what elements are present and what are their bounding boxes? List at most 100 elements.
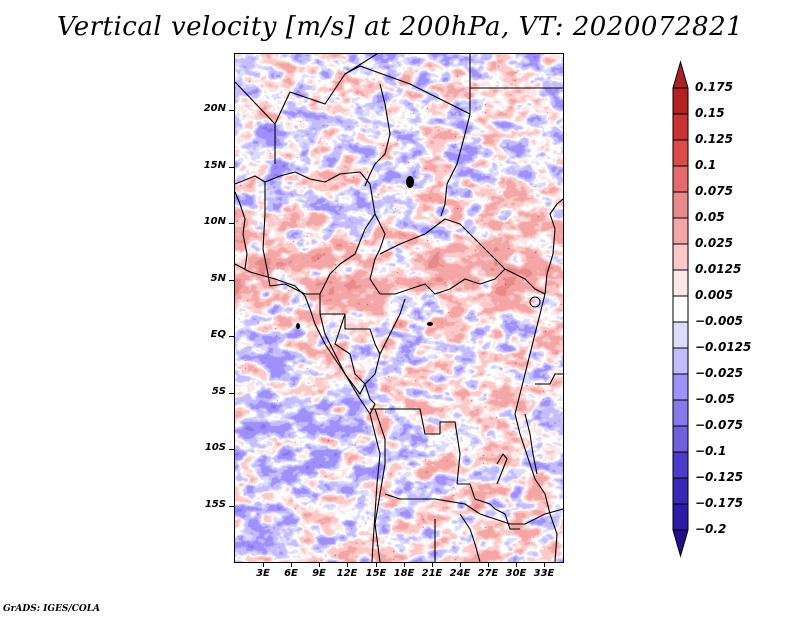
colorbar-swatch — [672, 399, 689, 427]
y-tick — [229, 336, 234, 337]
colorbar-label: 0.175 — [695, 80, 733, 94]
map-title: Vertical velocity [m/s] at 200hPa, VT: 2… — [56, 12, 744, 42]
colorbar-swatch — [672, 451, 689, 479]
colorbar-swatch — [672, 295, 689, 323]
colorbar-label: −0.125 — [695, 470, 744, 484]
colorbar-label: −0.1 — [695, 444, 727, 458]
border-line — [524, 413, 538, 475]
x-tick — [544, 562, 545, 567]
x-tick — [460, 562, 461, 567]
lake-victoria — [529, 296, 541, 308]
y-tick — [229, 506, 234, 507]
colorbar-label: 0.1 — [695, 158, 717, 172]
colorbar-swatch — [672, 503, 689, 531]
colorbar-label: −0.175 — [695, 496, 744, 510]
x-tick-label: 15E — [365, 568, 387, 579]
colorbar-swatch — [672, 139, 689, 167]
border-line — [379, 298, 406, 355]
colorbar-swatch — [672, 113, 689, 141]
border-line — [544, 198, 563, 295]
y-tick — [229, 393, 234, 394]
border-line — [235, 54, 378, 125]
colorbar-swatch — [672, 87, 689, 115]
x-tick-label: 12E — [336, 568, 358, 579]
colorbar-swatch — [672, 321, 689, 349]
border-line — [384, 493, 525, 525]
x-tick-label: 9E — [312, 568, 326, 579]
border-line — [334, 313, 381, 385]
x-tick — [432, 562, 433, 567]
border-line — [319, 313, 366, 395]
border-line — [364, 83, 391, 187]
colorbar-swatch — [672, 191, 689, 219]
border-line — [459, 513, 481, 562]
grads-credit: GrADS: IGES/COLA — [3, 604, 101, 614]
colorbar-under-arrow — [672, 529, 689, 558]
vertical-velocity-field — [235, 54, 563, 562]
lake-chad — [406, 176, 414, 188]
colorbar-label: 0.15 — [695, 106, 725, 120]
y-tick — [229, 449, 234, 450]
x-tick — [376, 562, 377, 567]
colorbar-label: 0.005 — [695, 288, 733, 302]
x-tick-label: 27E — [477, 568, 499, 579]
map-panel — [235, 54, 563, 562]
border-line — [457, 483, 520, 530]
colorbar-label: 0.075 — [695, 184, 733, 198]
colorbar-swatch — [672, 477, 689, 505]
colorbar-label: −0.0125 — [695, 340, 752, 354]
y-tick-label: 10N — [203, 216, 226, 227]
colorbar-swatch — [672, 373, 689, 401]
border-line — [524, 508, 563, 525]
colorbar-swatch — [672, 217, 689, 245]
country-borders — [235, 54, 563, 562]
border-line — [374, 408, 386, 562]
colorbar-label: −0.2 — [695, 522, 727, 536]
y-tick-label: 5N — [210, 273, 226, 284]
colorbar-label: −0.05 — [695, 392, 735, 406]
x-tick — [404, 562, 405, 567]
x-tick — [347, 562, 348, 567]
y-tick-label: EQ — [210, 329, 226, 340]
y-tick-label: 15N — [203, 160, 226, 171]
y-tick-label: 10S — [204, 442, 226, 453]
border-line — [319, 294, 381, 355]
colorbar-label: −0.005 — [695, 314, 744, 328]
border-line — [269, 283, 320, 295]
border-line — [544, 493, 558, 562]
x-tick — [263, 562, 264, 567]
border-line — [319, 183, 376, 295]
border-line — [514, 413, 546, 495]
colorbar-label: −0.075 — [695, 418, 744, 432]
x-tick-label: 30E — [505, 568, 527, 579]
border-line — [496, 453, 508, 485]
colorbar-swatch — [672, 243, 689, 271]
colorbar-label: −0.025 — [695, 366, 744, 380]
border-line — [344, 56, 471, 115]
x-tick-label: 6E — [284, 568, 298, 579]
x-tick-label: 18E — [393, 568, 415, 579]
border-line — [235, 171, 371, 185]
colorbar-label: 0.125 — [695, 132, 733, 146]
x-tick-label: 3E — [256, 568, 270, 579]
x-tick-label: 21E — [421, 568, 443, 579]
x-tick-label: 33E — [533, 568, 555, 579]
x-tick — [516, 562, 517, 567]
x-tick-label: 24E — [449, 568, 471, 579]
border-line — [235, 191, 248, 270]
colorbar-over-arrow — [672, 60, 689, 89]
border-line — [504, 268, 546, 295]
island-bioko — [296, 323, 300, 329]
y-tick — [229, 280, 234, 281]
border-line — [370, 408, 461, 485]
border-line — [440, 113, 471, 217]
x-tick — [319, 562, 320, 567]
y-tick-label: 5S — [211, 386, 226, 397]
border-line — [535, 373, 563, 385]
coastline — [235, 263, 381, 562]
colorbar-label: 0.05 — [695, 210, 725, 224]
colorbar-label: 0.025 — [695, 236, 733, 250]
y-tick — [229, 110, 234, 111]
lake-speck — [427, 322, 433, 326]
colorbar-swatch — [672, 269, 689, 297]
